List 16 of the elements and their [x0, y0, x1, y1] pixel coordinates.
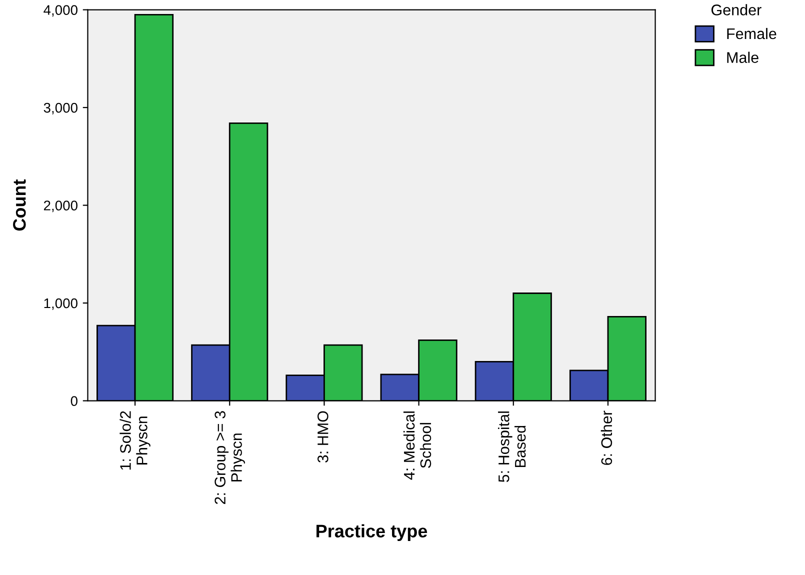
x-tick-label: 1: Solo/2 Physcn [120, 411, 150, 470]
legend-label: Female [727, 28, 776, 40]
legend-title: Gender [711, 4, 762, 16]
x-tick-label: 6: Other [600, 410, 612, 465]
y-tick-label: 1,000 [44, 298, 78, 310]
x-tick-label: 4: Medical School [403, 412, 432, 480]
y-tick-label: 2,000 [44, 200, 78, 212]
x-tick-label: 3: HMO [317, 411, 328, 463]
x-tick-label: 2: Group >= 3 Physcn [214, 411, 245, 504]
legend-label: Male [727, 52, 758, 63]
y-tick-label: 0 [70, 396, 78, 406]
x-tick-label: 5: Hospital Based [498, 412, 526, 482]
x-axis-title: Practice type [316, 524, 428, 542]
y-tick-label: 3,000 [44, 102, 78, 114]
y-tick-label: 4,000 [44, 5, 78, 17]
y-axis-title: Count [13, 179, 26, 231]
